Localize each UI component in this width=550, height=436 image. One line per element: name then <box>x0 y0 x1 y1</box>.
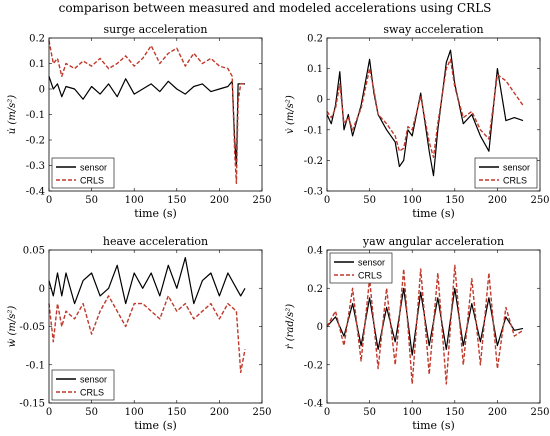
y-tick-label: -0.2 <box>304 360 323 371</box>
y-tick-label: -0.1 <box>26 360 45 371</box>
x-tick-label: 0 <box>46 407 52 418</box>
axes-box <box>326 37 541 192</box>
chart-title: surge acceleration <box>104 23 208 36</box>
x-tick-label: 150 <box>445 407 464 418</box>
x-tick-label: 250 <box>252 407 271 418</box>
x-tick-label: 50 <box>363 195 376 206</box>
y-axis-label: u̇ (m/s²) <box>7 95 18 135</box>
x-tick-label: 0 <box>324 407 330 418</box>
y-tick-label: 0 <box>317 322 323 333</box>
x-tick-label: 200 <box>210 195 229 206</box>
x-tick-label: 250 <box>530 195 549 206</box>
legend: sensor CRLS <box>51 157 115 189</box>
x-axis-label: time (s) <box>412 207 455 220</box>
legend: sensor CRLS <box>51 369 115 401</box>
y-tick-label: -0.4 <box>26 187 45 198</box>
y-tick-label: -0.3 <box>26 161 45 172</box>
x-axis-label: time (s) <box>134 419 177 432</box>
legend-label-crls: CRLS <box>80 176 104 186</box>
legend: sensor CRLS <box>474 157 538 189</box>
figure-suptitle: comparison between measured and modeled … <box>59 1 492 15</box>
y-tick-label: -0.3 <box>304 187 323 198</box>
x-tick-label: 150 <box>167 407 186 418</box>
legend-label-crls: CRLS <box>358 271 382 281</box>
x-tick-label: 0 <box>46 195 52 206</box>
x-tick-label: 150 <box>167 195 186 206</box>
legend-label-sensor: sensor <box>80 163 107 173</box>
legend-box <box>51 369 115 401</box>
y-tick-label: -0.1 <box>26 110 45 121</box>
series-line-crls <box>48 40 245 184</box>
chart-title: sway acceleration <box>383 23 483 36</box>
x-tick-label: 200 <box>488 195 507 206</box>
series-line-crls <box>326 58 524 158</box>
x-tick-label: 100 <box>403 407 422 418</box>
x-tick-label: 100 <box>403 195 422 206</box>
legend: sensor CRLS <box>329 252 393 284</box>
y-tick-label: 0.1 <box>29 59 45 70</box>
y-tick-label: 0.2 <box>307 284 323 295</box>
chart-panel-3: 0 50 100 150 200 250 -0.15 -0.1 -0.05 0 0.05 heave … <box>7 235 272 432</box>
x-tick-label: 50 <box>85 407 98 418</box>
legend-box <box>51 157 115 189</box>
x-axis-label: time (s) <box>134 207 177 220</box>
y-tick-label: -0.05 <box>19 322 45 333</box>
x-tick-label: 50 <box>363 407 376 418</box>
x-tick-label: 50 <box>85 195 98 206</box>
chart-panel-1: 0 50 100 150 200 250 -0.4 -0.3 -0.2 -0.1 0 0.1 0.2 su… <box>7 23 272 220</box>
legend-label-sensor: sensor <box>358 258 385 268</box>
y-tick-label: -0.4 <box>304 399 323 410</box>
x-tick-label: 200 <box>210 407 229 418</box>
y-tick-label: 0 <box>39 284 45 295</box>
y-tick-label: 0.2 <box>307 34 323 45</box>
x-axis-label: time (s) <box>412 419 455 432</box>
chart-title: heave acceleration <box>103 235 208 248</box>
legend-label-sensor: sensor <box>80 375 107 385</box>
legend-label-sensor: sensor <box>503 163 530 173</box>
y-tick-label: -0.2 <box>304 156 323 167</box>
y-tick-label: 0.05 <box>23 246 45 257</box>
chart-title: yaw angular acceleration <box>362 235 504 248</box>
x-tick-label: 100 <box>125 407 144 418</box>
series-line-sensor <box>48 257 246 305</box>
x-tick-label: 0 <box>324 195 330 206</box>
y-tick-label: 0 <box>317 95 323 106</box>
x-tick-label: 200 <box>488 407 507 418</box>
chart-panel-2: 0 50 100 150 200 250 -0.3 -0.2 -0.1 0 0.1 0.2 sway a… <box>285 23 550 220</box>
y-tick-label: -0.1 <box>304 125 323 136</box>
y-tick-label: 0 <box>39 85 45 96</box>
y-tick-label: -0.2 <box>26 136 45 147</box>
y-axis-label: ẇ (m/s²) <box>7 306 18 348</box>
legend-box <box>329 252 393 284</box>
series-line-crls <box>326 264 524 385</box>
y-axis-label: ṙ (rad/s²) <box>285 304 296 350</box>
legend-label-crls: CRLS <box>80 388 104 398</box>
y-tick-label: 0.2 <box>29 34 45 45</box>
x-tick-label: 100 <box>125 195 144 206</box>
x-tick-label: 250 <box>530 407 549 418</box>
y-tick-label: 0.4 <box>307 246 323 257</box>
x-tick-label: 150 <box>445 195 464 206</box>
chart-panel-4: 0 50 100 150 200 250 -0.4 -0.2 0 0.2 0.4 yaw angula… <box>285 235 550 432</box>
series-line-crls <box>48 295 246 374</box>
y-tick-label: -0.15 <box>19 399 45 410</box>
x-tick-label: 250 <box>252 195 271 206</box>
legend-box <box>474 157 538 189</box>
y-tick-label: 0.1 <box>307 64 323 75</box>
legend-label-crls: CRLS <box>503 176 527 186</box>
y-axis-label: v̇ (m/s²) <box>285 95 296 134</box>
